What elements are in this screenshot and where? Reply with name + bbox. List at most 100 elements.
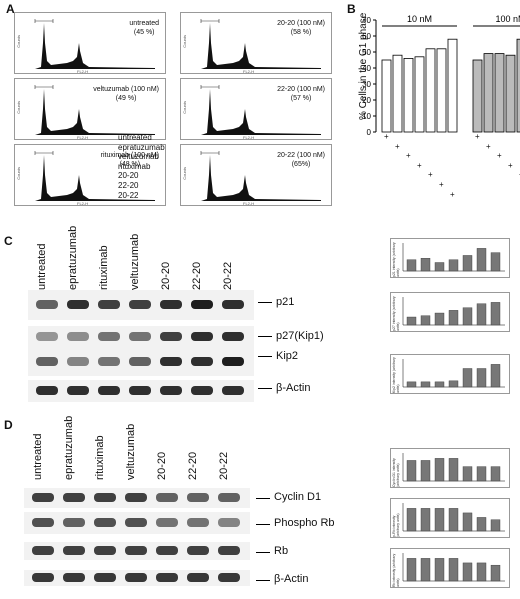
lane-label: veltuzumab bbox=[129, 233, 141, 290]
bar bbox=[392, 54, 403, 133]
x-axis-label: FL2-H bbox=[243, 69, 255, 74]
quant-bar bbox=[434, 381, 445, 388]
treatment-label: 20-20 bbox=[118, 171, 139, 181]
lane-label: 20-22 bbox=[222, 261, 234, 290]
quant-bar bbox=[490, 302, 501, 326]
quant-plot bbox=[402, 503, 505, 532]
lane-label: 20-22 bbox=[218, 451, 230, 480]
y-tick-label: 0 bbox=[367, 128, 372, 137]
band bbox=[160, 386, 182, 395]
quant-bar bbox=[448, 310, 459, 326]
histogram-percent: (45 %) bbox=[133, 29, 155, 36]
quant-bar bbox=[476, 368, 487, 388]
plus-sign: + bbox=[417, 160, 422, 170]
quant-bar bbox=[448, 458, 459, 482]
quant-bar bbox=[448, 380, 459, 388]
quant-bar bbox=[420, 381, 431, 388]
marker-line bbox=[256, 498, 270, 499]
y-axis-label: Counts bbox=[16, 167, 21, 180]
band bbox=[94, 573, 116, 582]
histogram-plot bbox=[189, 151, 321, 201]
histogram-plot bbox=[189, 19, 321, 69]
quant-bar bbox=[434, 508, 445, 532]
lane-label: untreated bbox=[32, 433, 44, 480]
lane-label: epratuzumab bbox=[67, 225, 79, 290]
g1-bar-chart: 0 10 20 30 40 50 60 70 10 nM 100 nM bbox=[362, 14, 520, 137]
histogram-plot bbox=[23, 19, 155, 69]
y-axis-label: Counts bbox=[182, 101, 187, 114]
band bbox=[98, 386, 120, 395]
band bbox=[156, 546, 178, 555]
quant-bar bbox=[490, 364, 501, 388]
y-axis-label: Counts bbox=[16, 101, 21, 114]
quant-y-label: p-Rb intensity (arbitrary units) bbox=[392, 513, 400, 537]
y-axis-label: Counts bbox=[182, 167, 187, 180]
band bbox=[129, 300, 151, 309]
histogram-treatment: veltuzumab (100 nM) bbox=[93, 86, 159, 93]
quant-plot bbox=[402, 553, 505, 582]
plus-sign: + bbox=[384, 132, 389, 141]
plus-sign: + bbox=[497, 151, 502, 161]
band bbox=[187, 573, 209, 582]
band bbox=[222, 300, 244, 309]
histogram-box: rituximab (100 nM) (48 %) FL2-H Counts bbox=[14, 144, 166, 206]
marker-line bbox=[256, 580, 270, 581]
bar bbox=[483, 53, 494, 133]
y-tick-label: 50 bbox=[362, 48, 371, 57]
histogram-percent: (48 %) bbox=[119, 161, 141, 168]
quant-y-label: Kip2 intensity (arbitrary units) bbox=[392, 357, 400, 393]
band bbox=[32, 518, 54, 527]
band bbox=[67, 357, 89, 366]
bar bbox=[425, 48, 436, 133]
quant-bar bbox=[476, 562, 487, 582]
band bbox=[156, 518, 178, 527]
histogram-treatment: untreated bbox=[129, 20, 159, 27]
panel-a-letter: A bbox=[6, 2, 15, 16]
quant-bar bbox=[420, 258, 431, 272]
histogram-plot bbox=[23, 151, 155, 201]
quant-plot bbox=[402, 359, 505, 388]
marker-line bbox=[258, 302, 272, 303]
quant-bar bbox=[406, 316, 417, 326]
histogram-treatment: 22-20 (100 nM) bbox=[277, 86, 325, 93]
band bbox=[191, 386, 213, 395]
bar bbox=[494, 53, 505, 133]
band bbox=[222, 332, 244, 341]
quant-y-label: Rb intensity (arbitrary units) bbox=[392, 553, 400, 587]
group-label: 100 nM bbox=[495, 14, 520, 24]
panel-c-letter: C bbox=[4, 234, 13, 248]
quant-bar bbox=[490, 564, 501, 582]
band bbox=[98, 357, 120, 366]
histogram-label: veltuzumab (100 nM) (49 %) bbox=[93, 85, 159, 103]
histogram-treatment: 20-22 (100 nM) bbox=[277, 152, 325, 159]
histogram-treatment: rituximab (100 nM) bbox=[100, 152, 159, 159]
band bbox=[218, 573, 240, 582]
quant-bar bbox=[476, 248, 487, 272]
protein-label: Cyclin D1 bbox=[274, 491, 322, 503]
x-axis-label: FL2-H bbox=[77, 201, 89, 206]
band bbox=[191, 300, 213, 309]
lane-label: 20-20 bbox=[156, 451, 168, 480]
band bbox=[160, 300, 182, 309]
y-axis-label: Counts bbox=[16, 35, 21, 48]
x-axis-label: FL2-H bbox=[243, 135, 255, 140]
histogram-label: rituximab (100 nM) (48 %) bbox=[101, 151, 159, 169]
quant-bar bbox=[434, 312, 445, 326]
band bbox=[67, 300, 89, 309]
lane-label: 22-20 bbox=[187, 451, 199, 480]
band bbox=[125, 573, 147, 582]
band bbox=[98, 300, 120, 309]
lane-label: rituximab bbox=[94, 435, 106, 480]
protein-label: p27(Kip1) bbox=[276, 330, 324, 342]
x-axis-label: FL2-H bbox=[243, 201, 255, 206]
band bbox=[94, 518, 116, 527]
histogram-box: 22-20 (100 nM) (57 %) FL2-H Counts bbox=[180, 78, 332, 140]
quant-bar bbox=[420, 508, 431, 532]
band bbox=[94, 493, 116, 502]
band bbox=[187, 493, 209, 502]
quant-chart: Rb intensity (arbitrary units) bbox=[390, 548, 510, 588]
band bbox=[32, 546, 54, 555]
band bbox=[160, 332, 182, 341]
y-axis-label: Counts bbox=[182, 35, 187, 48]
bar bbox=[414, 56, 425, 133]
